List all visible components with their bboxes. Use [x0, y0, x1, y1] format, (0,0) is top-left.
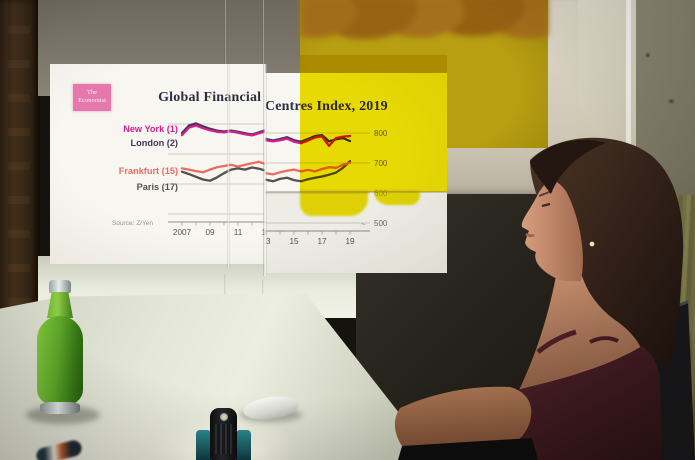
projector-stand-right: [236, 430, 251, 460]
x-tick-09: 09: [205, 228, 215, 237]
projector-stand-left: [196, 430, 211, 460]
x-tick-15: 15: [289, 237, 299, 246]
woman-face-profile: [521, 179, 583, 281]
x-tick-13: 13: [261, 237, 271, 246]
bottle-neck: [47, 292, 73, 318]
line-chart: 800 700 600 500 ~ 2007 09 11 13 15 17 19: [112, 122, 265, 237]
legend: New York (1) London (2) Frankfurt (15) P…: [119, 124, 178, 192]
artwork-brushstrokes: [300, 0, 548, 50]
seated-woman: [394, 137, 695, 460]
bottle-base-ring: [40, 402, 80, 414]
hair-front: [530, 139, 606, 194]
axis-end-mark: ~: [361, 220, 366, 229]
wall-seam: [224, 0, 226, 66]
series-lines: [180, 122, 265, 182]
lips: [525, 232, 535, 237]
wall-seam: [262, 0, 264, 70]
source-note: Source: Z/Yen: [112, 220, 153, 227]
projection-panel-edge: [263, 64, 267, 276]
bottle-cap: [49, 280, 71, 293]
legend-new-york: New York (1): [123, 124, 178, 134]
line-new-york: [180, 124, 265, 137]
economist-logo-line1: The: [86, 89, 98, 96]
x-tick-19: 19: [345, 237, 355, 246]
projection-seam: [227, 64, 230, 268]
economist-logo: The Economist: [73, 84, 111, 111]
line-frankfurt: [180, 160, 265, 174]
chart-title: Global Financial Centres Index, 2019: [138, 90, 265, 106]
legend-london: London (2): [131, 138, 178, 148]
line-paris: [180, 166, 265, 182]
green-water-bottle: [36, 280, 84, 420]
wall-seam: [224, 274, 226, 314]
wall-fold-shade: [265, 193, 447, 273]
projector-keyring-hole: [220, 413, 228, 421]
legend-frankfurt: Frankfurt (15): [119, 166, 178, 176]
legend-paris: Paris (17): [137, 182, 178, 192]
yellow-overlap-region: [300, 55, 447, 192]
hair-back: [530, 137, 684, 366]
chair-armrest[interactable]: [398, 438, 538, 460]
projector-ridges: [215, 424, 232, 454]
y-tick-500: 500: [374, 219, 388, 228]
gridlines: [168, 123, 265, 215]
tank-strap: [589, 336, 619, 344]
x-axis-labels: 2007 09 11 13 15 17 19: [261, 237, 355, 246]
tank-strap: [536, 329, 577, 354]
earring: [589, 241, 595, 247]
projector-screen-area: The Economist Global Financial Centres I…: [50, 55, 447, 276]
eye: [541, 202, 551, 208]
x-tick-11: 11: [234, 228, 243, 237]
wood-grain-texture: [8, 0, 30, 400]
mini-projector-device[interactable]: [176, 408, 272, 460]
x-axis-ticks: [181, 222, 253, 226]
line-london: [180, 122, 265, 136]
x-tick-17: 17: [317, 237, 327, 246]
yellow-overlap-blob: [374, 190, 420, 205]
woman-arm: [394, 386, 532, 453]
wall-fold-line: [265, 191, 447, 193]
x-tick-2007: 2007: [173, 228, 192, 237]
bottle-body: [37, 316, 83, 406]
economist-logo-line2: Economist: [78, 96, 106, 104]
yellow-overlap-blob: [300, 190, 368, 216]
